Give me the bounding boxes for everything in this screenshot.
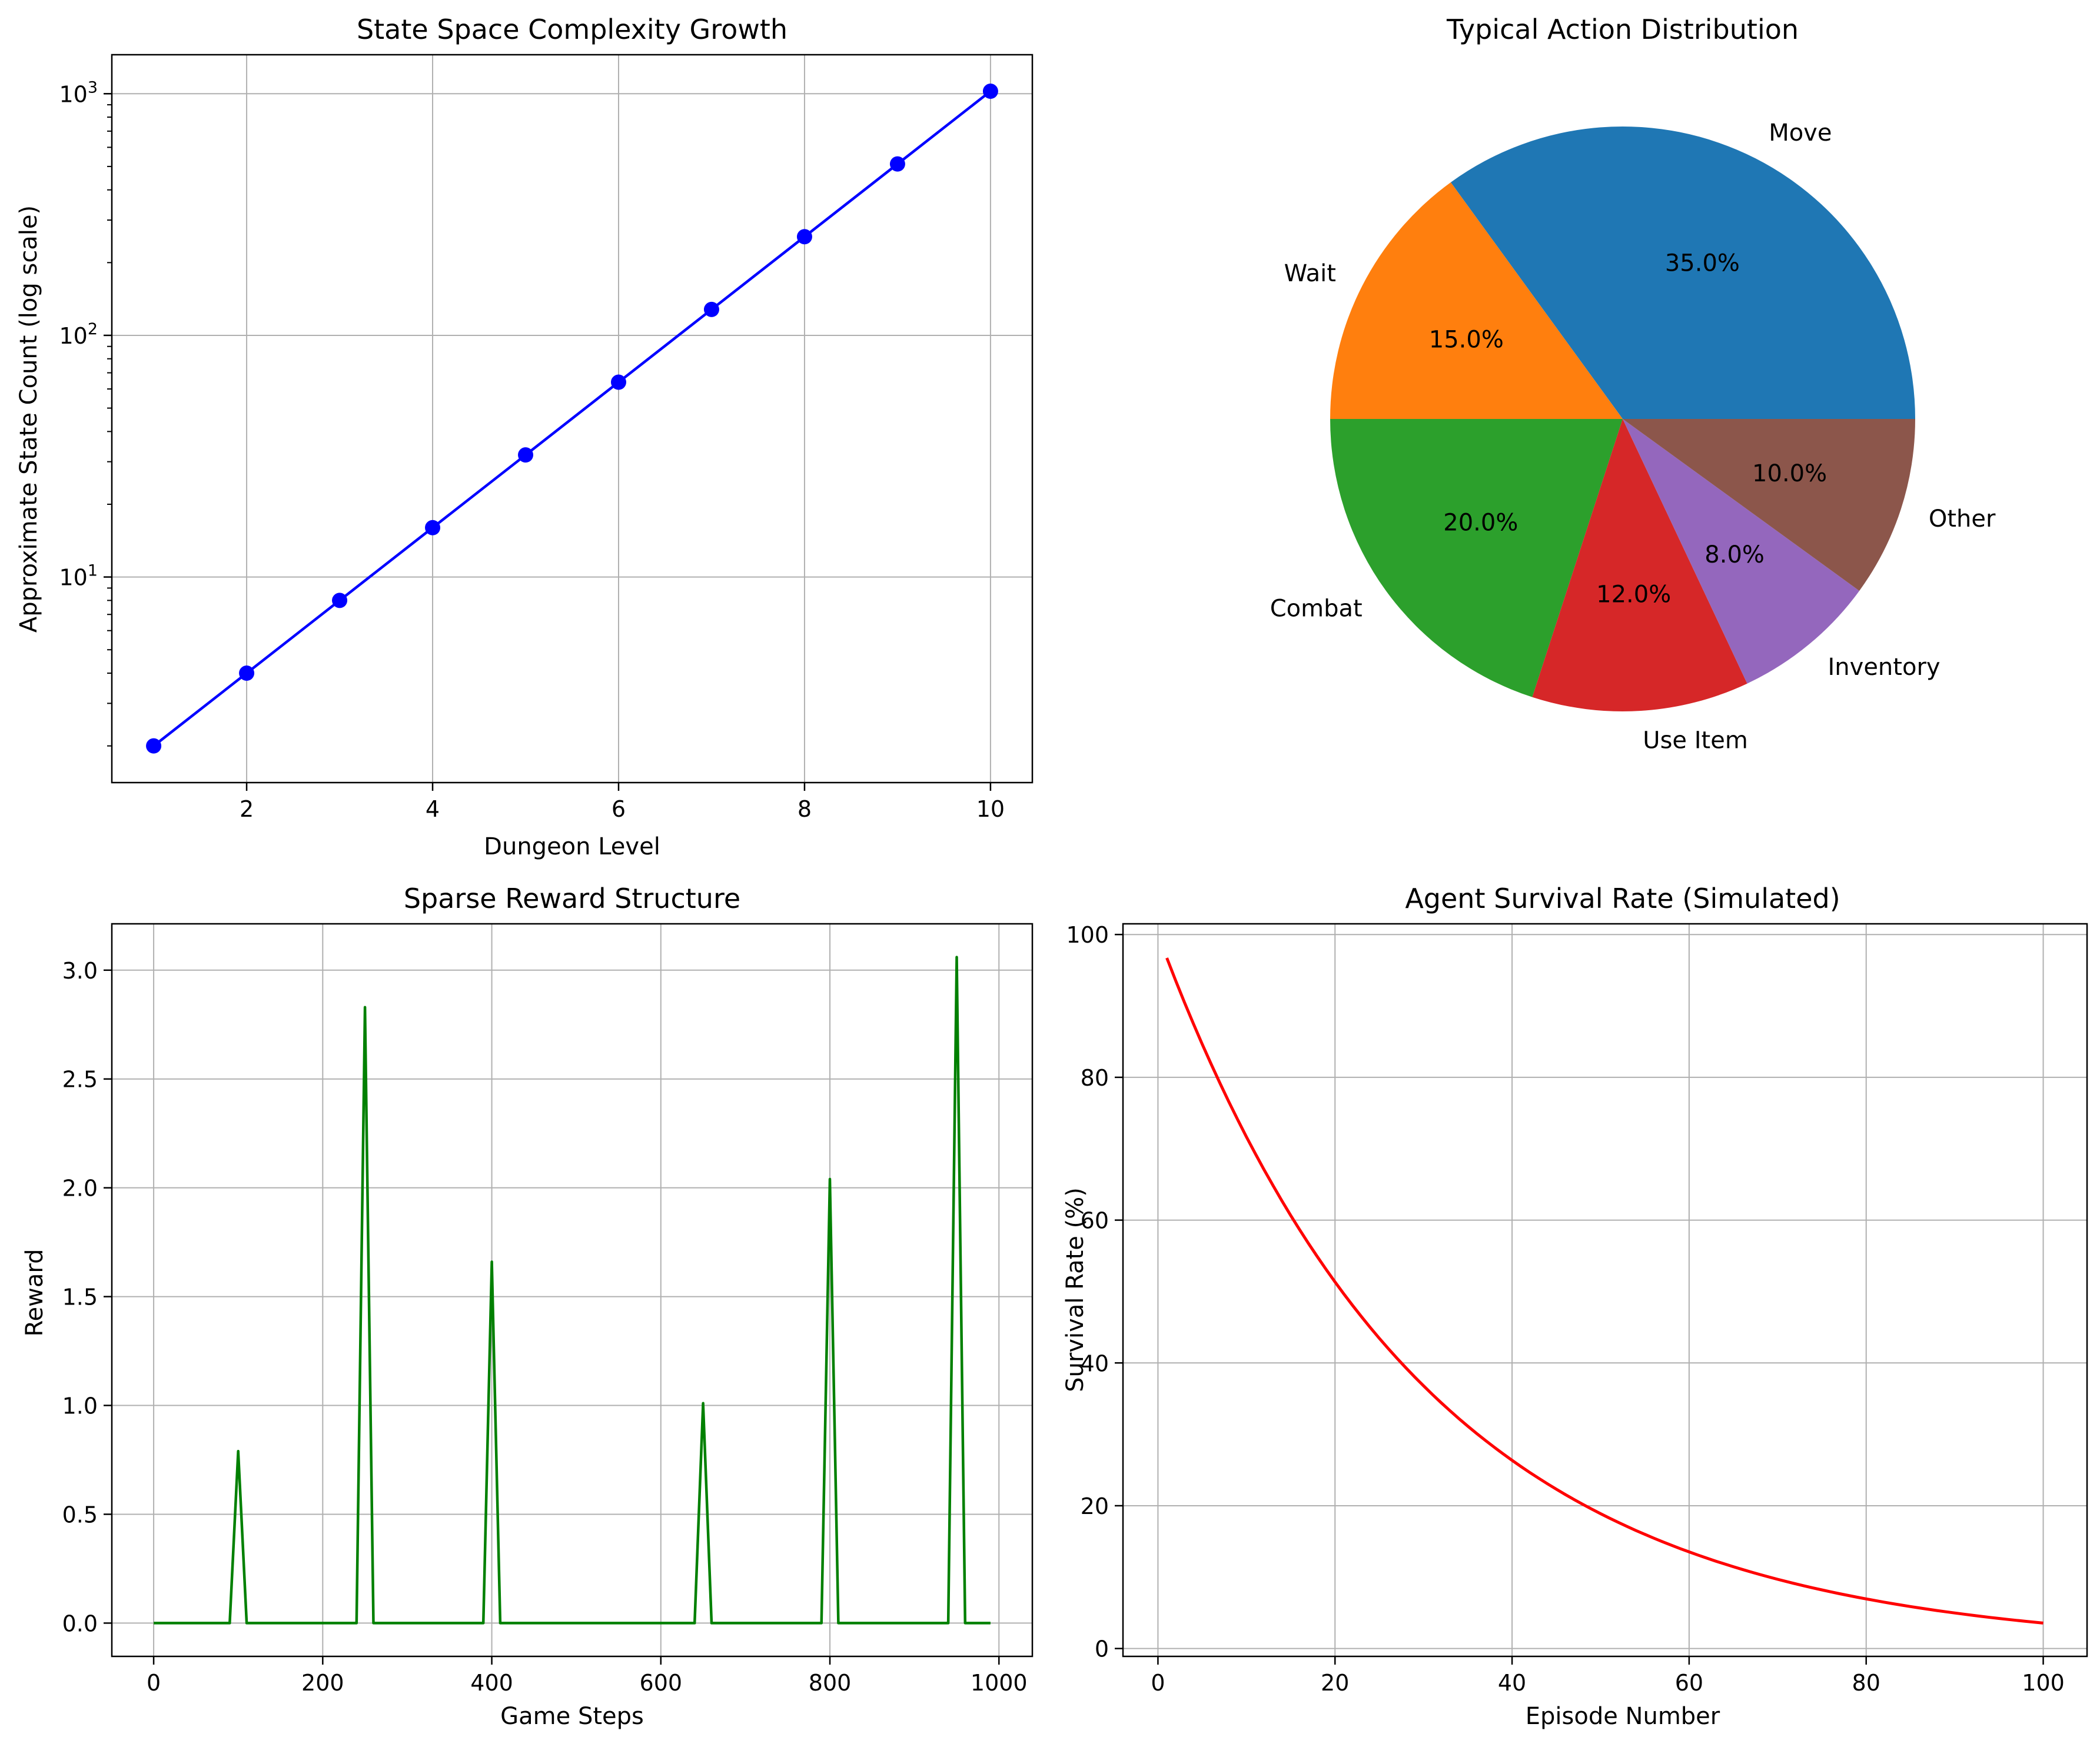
data-point — [518, 447, 534, 463]
x-tick-label: 6 — [612, 796, 626, 822]
pie-pct-label: 10.0% — [1752, 460, 1827, 487]
y-tick-label: 0.5 — [62, 1502, 98, 1528]
x-axis-label: Episode Number — [1526, 1703, 1720, 1730]
x-tick-label: 800 — [809, 1670, 852, 1696]
plot-frame — [1122, 923, 2088, 1658]
series-line — [152, 90, 992, 747]
x-tick-label: 200 — [301, 1670, 344, 1696]
pie-slice — [1330, 419, 1623, 697]
y-tick-label: 60 — [1081, 1208, 1109, 1234]
grid — [1123, 924, 2087, 1656]
pie-label: Use Item — [1643, 727, 1748, 754]
action-distribution-chart: Typical Action Distribution Move 35.0% Wai… — [1270, 14, 1996, 754]
x-tick-label: 600 — [640, 1670, 683, 1696]
x-tick-label: 1000 — [971, 1670, 1028, 1696]
state-space-chart: State Space Complexity Growth Dungeon Le… — [15, 14, 1034, 860]
chart-title: State Space Complexity Growth — [357, 14, 788, 45]
x-tick-label: 100 — [2022, 1670, 2065, 1696]
grid — [112, 924, 1032, 1656]
y-axis-label: Survival Rate (%) — [1062, 1187, 1089, 1392]
pie-slice — [1532, 419, 1747, 712]
pie-slice — [1450, 127, 1915, 420]
x-tick-label: 2 — [240, 796, 254, 822]
x-axis-label: Game Steps — [500, 1703, 644, 1730]
pie-slice — [1623, 419, 1915, 591]
pie-label: Other — [1929, 505, 1996, 533]
x-tick-label: 8 — [798, 796, 812, 822]
series-line — [1165, 957, 2043, 1625]
pie-pct-label: 15.0% — [1429, 327, 1504, 354]
y-tick-label: 2.0 — [62, 1176, 98, 1202]
pie-pct-label: 20.0% — [1443, 509, 1518, 536]
x-tick-label: 400 — [470, 1670, 513, 1696]
y-tick-label: 80 — [1081, 1065, 1109, 1091]
y-tick-label: 2.5 — [62, 1067, 98, 1093]
plot-frame — [111, 54, 1034, 784]
pie-label: Move — [1769, 119, 1832, 147]
minor-ticks — [107, 104, 112, 747]
data-point — [239, 665, 255, 681]
series-line — [154, 956, 991, 1625]
data-point — [425, 520, 441, 535]
y-tick-label: 0.0 — [62, 1610, 98, 1636]
x-tick-label: 10 — [976, 796, 1005, 822]
x-tick-label: 0 — [1151, 1670, 1165, 1696]
data-point — [146, 738, 162, 754]
y-tick-label: 1.0 — [62, 1393, 98, 1419]
y-tick-label: 40 — [1081, 1350, 1109, 1376]
x-tick-label: 20 — [1321, 1670, 1349, 1696]
y-tick-label: 0 — [1095, 1636, 1109, 1662]
y-tick-label: 20 — [1081, 1493, 1109, 1519]
pie-pct-label: 8.0% — [1704, 541, 1765, 568]
survival-rate-chart: Agent Survival Rate (Simulated) Episode … — [1062, 883, 2088, 1730]
pie-pct-label: 12.0% — [1596, 581, 1671, 608]
y-tick-label: 1.5 — [62, 1285, 98, 1310]
grid — [112, 55, 1032, 783]
x-tick-label: 40 — [1498, 1670, 1526, 1696]
pie-label: Inventory — [1828, 654, 1940, 681]
pie-label: Combat — [1270, 595, 1363, 622]
y-axis-label: Reward — [21, 1249, 48, 1337]
data-point — [889, 156, 905, 172]
pie-slice — [1623, 419, 1860, 684]
data-point — [796, 229, 812, 245]
pie-label: Wait — [1284, 260, 1336, 287]
x-tick-label: 80 — [1852, 1670, 1880, 1696]
y-tick-label: 102 — [59, 320, 98, 349]
chart-title: Agent Survival Rate (Simulated) — [1405, 883, 1840, 914]
pie-slice — [1330, 182, 1623, 419]
chart-title: Typical Action Distribution — [1446, 14, 1799, 45]
plot-frame — [111, 923, 1034, 1658]
data-point — [982, 84, 998, 99]
x-tick-label: 4 — [426, 796, 440, 822]
data-point — [610, 374, 626, 390]
x-tick-label: 0 — [147, 1670, 161, 1696]
y-tick-label: 101 — [59, 562, 98, 591]
y-axis-label: Approximate State Count (log scale) — [15, 205, 42, 633]
data-point — [703, 301, 719, 317]
pie-pct-label: 35.0% — [1665, 249, 1740, 277]
y-tick-label: 100 — [1066, 922, 1109, 948]
chart-title: Sparse Reward Structure — [404, 883, 740, 914]
y-tick-label: 3.0 — [62, 958, 98, 984]
x-tick-label: 60 — [1675, 1670, 1703, 1696]
x-axis-label: Dungeon Level — [484, 833, 660, 860]
sparse-reward-chart: Sparse Reward Structure Game Steps Rewar… — [21, 883, 1034, 1730]
y-tick-label: 103 — [59, 78, 98, 107]
data-point — [332, 593, 348, 608]
